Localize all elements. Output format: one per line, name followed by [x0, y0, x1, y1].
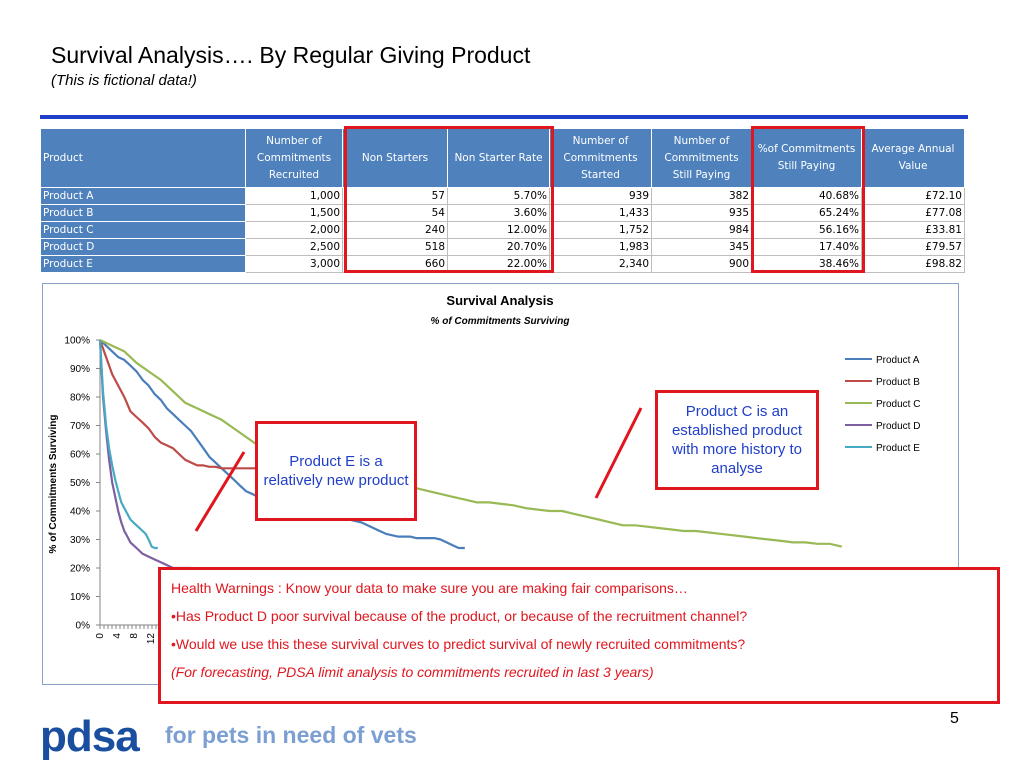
y-tick-label: 10%	[70, 592, 90, 603]
column-header: Product	[40, 128, 246, 188]
table-cell: 22.00%	[447, 255, 550, 273]
table-cell: Product D	[40, 238, 246, 256]
product-table: Product Number of Commitments Recruited …	[40, 128, 965, 273]
table-cell: 939	[549, 187, 652, 205]
table-cell: £98.82	[861, 255, 965, 273]
table-cell: 660	[342, 255, 448, 273]
table-cell: 935	[651, 204, 752, 222]
y-tick-label: 70%	[70, 421, 90, 432]
table-cell: £79.57	[861, 238, 965, 256]
tagline: for pets in need of vets	[165, 722, 417, 748]
page-subtitle: (This is fictional data!)	[51, 72, 197, 89]
legend-label: Product A	[876, 355, 920, 366]
column-header: %of Commitments Still Paying	[751, 128, 862, 188]
title-rule	[40, 115, 968, 119]
warning-line: •Would we use this these survival curves…	[171, 636, 746, 652]
callout-product-c: Product C is an established product with…	[655, 390, 819, 490]
table-cell: 40.68%	[751, 187, 862, 205]
callout-product-e-text: Product E is a relatively new product	[263, 453, 409, 489]
series-line-product-e	[98, 339, 158, 550]
legend-label: Product E	[876, 443, 920, 454]
table-row: Product E 3,000 660 22.00% 2,340 900 38.…	[40, 255, 965, 273]
y-tick-label: 60%	[70, 450, 90, 461]
table-cell: 984	[651, 221, 752, 239]
series-line-product-c	[99, 339, 843, 548]
y-tick-label: 80%	[70, 393, 90, 404]
legend-label: Product D	[876, 421, 920, 432]
warning-line: (For forecasting, PDSA limit analysis to…	[171, 664, 654, 680]
table-row: Product B 1,500 54 3.60% 1,433 935 65.24…	[40, 204, 965, 222]
callout-product-e: Product E is a relatively new product	[255, 421, 417, 521]
page-title: Survival Analysis…. By Regular Giving Pr…	[51, 42, 531, 68]
y-tick-label: 40%	[70, 507, 90, 518]
table-cell: Product E	[40, 255, 246, 273]
y-tick-label: 100%	[64, 336, 90, 347]
y-tick-label: 90%	[70, 364, 90, 375]
health-warnings-box: Health Warnings : Know your data to make…	[158, 567, 1000, 704]
warning-line: •Has Product D poor survival because of …	[171, 608, 748, 624]
table-header-row: Product Number of Commitments Recruited …	[40, 128, 965, 188]
chart-title: Survival Analysis	[446, 293, 553, 308]
highlight-non-starters	[344, 126, 554, 273]
table-row: Product D 2,500 518 20.70% 1,983 345 17.…	[40, 238, 965, 256]
column-header: Number of Commitments Started	[549, 128, 652, 188]
y-tick-label: 0%	[76, 621, 91, 632]
callout-product-c-text: Product C is an established product with…	[671, 403, 803, 477]
x-tick-label: 8	[129, 633, 140, 639]
x-tick-label: 0	[95, 633, 106, 639]
y-tick-label: 30%	[70, 535, 90, 546]
y-tick-label: 50%	[70, 478, 90, 489]
table-cell: Product A	[40, 187, 246, 205]
pdsa-logo: pdsa	[40, 712, 140, 761]
page-number: 5	[950, 710, 959, 727]
warning-line: Health Warnings : Know your data to make…	[171, 580, 688, 596]
x-tick-label: 12	[146, 633, 157, 645]
table-row: Product A 1,000 57 5.70% 939 382 40.68% …	[40, 187, 965, 205]
legend-label: Product B	[876, 377, 920, 388]
x-tick-label: 4	[112, 633, 123, 639]
highlight-still-paying	[751, 126, 865, 273]
y-tick-label: 20%	[70, 564, 90, 575]
table-cell: 900	[651, 255, 752, 273]
chart-subtitle: % of Commitments Surviving	[431, 316, 570, 327]
chart-legend: Product A Product B Product C Product D Prod…	[838, 346, 932, 460]
y-axis-label: % of Commitments Surviving	[48, 415, 59, 554]
table-cell: Product B	[40, 204, 246, 222]
legend-label: Product C	[876, 399, 920, 410]
